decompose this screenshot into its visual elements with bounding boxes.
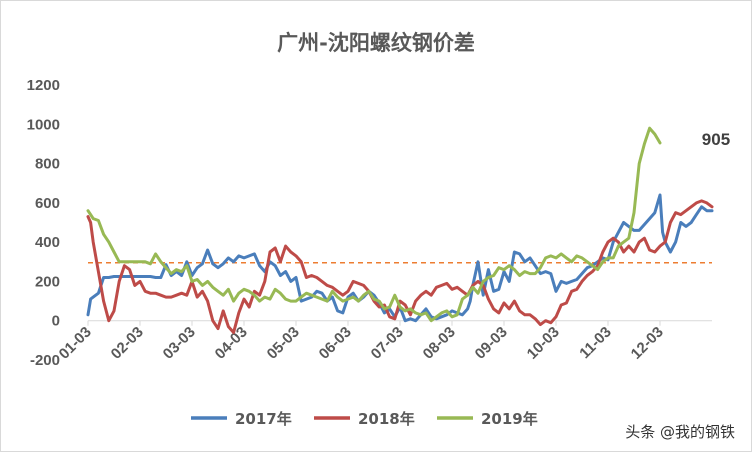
legend-label: 2019年 [481, 410, 538, 428]
y-tick-label: -200 [30, 352, 60, 369]
y-tick-label: 800 [35, 156, 60, 173]
y-tick-label: 1200 [27, 77, 60, 94]
y-tick-label: 1000 [27, 116, 60, 133]
legend-label: 2018年 [358, 410, 415, 428]
series-line-2017 [86, 193, 714, 323]
series-line-2018 [86, 199, 714, 334]
chart-title: 广州-沈阳螺纹钢价差 [277, 31, 475, 55]
annotations: 905 [702, 130, 730, 149]
legend: 2017年 2018年 2019年 [191, 410, 538, 428]
y-tick-label: 400 [35, 234, 60, 251]
series-line-2019 [86, 126, 662, 323]
y-tick-label: 0 [52, 313, 60, 330]
series-lines [86, 126, 714, 334]
watermark-text: 头条 @我的钢铁 [625, 423, 735, 441]
y-tick-label: 200 [35, 273, 60, 290]
annotation-label: 905 [702, 130, 730, 149]
legend-label: 2017年 [235, 410, 292, 428]
y-axis-ticks: -200 0 200 400 600 800 1000 1200 [27, 77, 60, 369]
y-tick-label: 600 [35, 195, 60, 212]
